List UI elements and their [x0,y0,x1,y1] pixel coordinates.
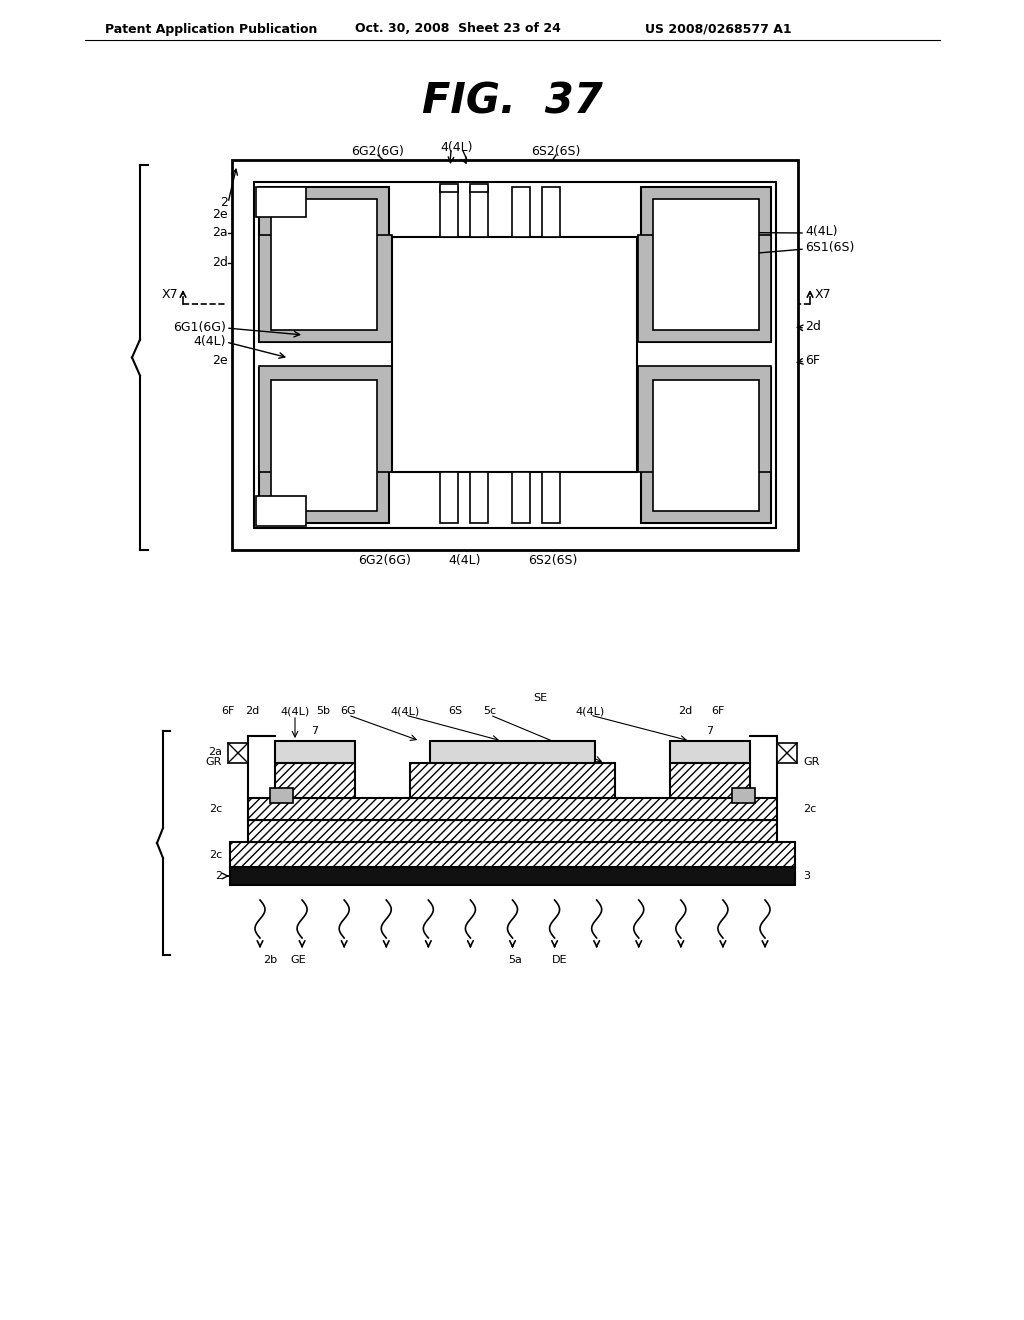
Bar [259,235,392,342]
Text: 6S1(6S): 6S1(6S) [805,242,854,255]
Bar [392,238,637,473]
Bar [670,763,750,799]
Bar [254,182,776,528]
Text: 2b: 2b [263,954,278,965]
Text: 2c: 2c [209,850,222,861]
Text: X7: X7 [815,288,831,301]
Bar [256,187,306,216]
Text: 2d: 2d [678,706,692,715]
Text: 2a: 2a [208,747,222,756]
Text: 5c: 5c [483,706,497,715]
Text: GR: GR [803,756,819,767]
Text: Patent Application Publication: Patent Application Publication [105,22,317,36]
Bar [259,187,389,342]
Bar [270,788,293,803]
Text: US 2008/0268577 A1: US 2008/0268577 A1 [645,22,792,36]
Text: 2d: 2d [245,706,259,715]
Text: 2e: 2e [212,209,228,222]
Text: 6G2(6G): 6G2(6G) [351,145,404,158]
Text: 2c: 2c [803,804,816,814]
Text: 5a: 5a [508,954,522,965]
Text: 6S2(6S): 6S2(6S) [531,145,581,158]
Bar [440,183,458,191]
Bar [259,366,392,473]
Bar [777,743,797,763]
Text: 6F: 6F [221,706,234,715]
Text: FIG.  37: FIG. 37 [422,81,602,123]
Text: 7: 7 [311,726,318,737]
Text: 6F: 6F [712,706,725,715]
Bar [232,160,798,550]
Bar [440,187,458,238]
Bar [271,380,377,511]
Text: 6G1(6G): 6G1(6G) [173,321,226,334]
Text: 6G2(6G): 6G2(6G) [358,554,412,568]
Bar [638,366,771,473]
Bar [653,380,759,511]
Text: 6S: 6S [447,706,462,715]
Bar [275,741,355,763]
Text: 4(4L): 4(4L) [281,706,309,715]
Bar [641,368,771,523]
Text: GR: GR [206,756,222,767]
Bar [470,473,488,523]
Bar [653,199,759,330]
Bar [259,368,389,523]
Bar [670,741,750,763]
Bar [638,235,771,342]
Bar [228,743,248,763]
Bar [542,473,560,523]
Text: 2: 2 [220,195,228,209]
Text: Oct. 30, 2008  Sheet 23 of 24: Oct. 30, 2008 Sheet 23 of 24 [355,22,561,36]
Text: 7: 7 [707,726,714,737]
Text: 2d: 2d [212,256,228,268]
Text: 2c: 2c [209,804,222,814]
Text: 6S2(6S): 6S2(6S) [528,554,578,568]
Text: 4(4L): 4(4L) [440,141,473,154]
Text: GE: GE [290,954,306,965]
Text: 2e: 2e [212,354,228,367]
Bar [470,183,488,191]
Text: 2a: 2a [212,226,228,239]
Text: SE: SE [532,693,547,704]
Text: X7: X7 [162,288,178,301]
Bar [512,187,530,238]
Bar [542,187,560,238]
Bar [512,473,530,523]
Text: 4(4L): 4(4L) [805,226,838,239]
Bar [732,788,755,803]
Text: 4(4L): 4(4L) [194,334,226,347]
Bar [230,842,795,867]
Text: 4(4L): 4(4L) [575,706,604,715]
Text: 6F: 6F [805,354,820,367]
Text: 2d: 2d [805,321,821,334]
Bar [248,820,777,842]
Text: 4(4L): 4(4L) [449,554,481,568]
Bar [430,741,595,763]
Bar [256,496,306,525]
Text: 2: 2 [215,871,222,880]
Bar [230,867,795,884]
Text: 4(4L): 4(4L) [390,706,420,715]
Bar [470,187,488,238]
Bar [440,473,458,523]
Bar [271,199,377,330]
Bar [248,799,777,820]
Text: DE: DE [552,954,567,965]
Bar [275,763,355,799]
Bar [641,187,771,342]
Bar [410,763,615,799]
Text: 3: 3 [803,871,810,880]
Text: 5b: 5b [316,706,330,715]
Text: 6G: 6G [340,706,355,715]
